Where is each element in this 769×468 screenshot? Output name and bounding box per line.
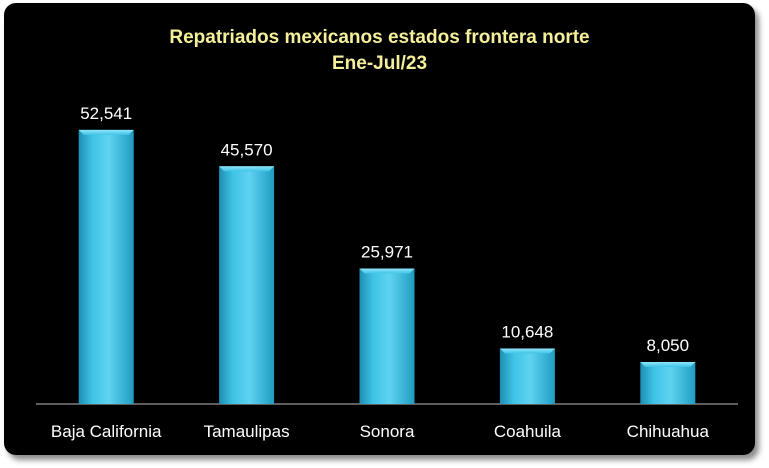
chart-frame: Repatriados mexicanos estados frontera n…	[4, 3, 755, 455]
category-label-4: Chihuahua	[627, 422, 710, 441]
value-label-1: 45,570	[221, 140, 273, 159]
value-label-2: 25,971	[361, 243, 413, 262]
value-label-0: 52,541	[80, 104, 132, 123]
bar-2	[359, 268, 415, 404]
bar-cap-0	[78, 129, 134, 135]
category-label-1: Tamaulipas	[204, 422, 290, 441]
bar-cap-3	[499, 348, 555, 354]
bar-cap-2	[359, 268, 415, 274]
value-label-4: 8,050	[647, 336, 690, 355]
bars-group	[78, 129, 696, 404]
chart-title: Repatriados mexicanos estados frontera n…	[169, 27, 590, 48]
labels-group: 52,541 Baja California 45,570 Tamaulipas 25,…	[51, 104, 710, 441]
bar-3	[499, 348, 555, 404]
category-label-0: Baja California	[51, 422, 162, 441]
bar-4	[640, 362, 696, 404]
bar-1	[219, 166, 275, 404]
bar-chart: 52,541 Baja California 45,570 Tamaulipas 25,…	[36, 104, 738, 441]
category-label-2: Sonora	[360, 422, 415, 441]
bar-0	[78, 129, 134, 404]
value-label-3: 10,648	[501, 322, 553, 341]
bar-cap-1	[219, 166, 275, 172]
chart-subtitle: Ene-Jul/23	[331, 53, 428, 74]
bar-cap-4	[640, 362, 696, 368]
chart-title-block: Repatriados mexicanos estados frontera n…	[4, 25, 755, 77]
category-label-3: Coahuila	[494, 422, 562, 441]
